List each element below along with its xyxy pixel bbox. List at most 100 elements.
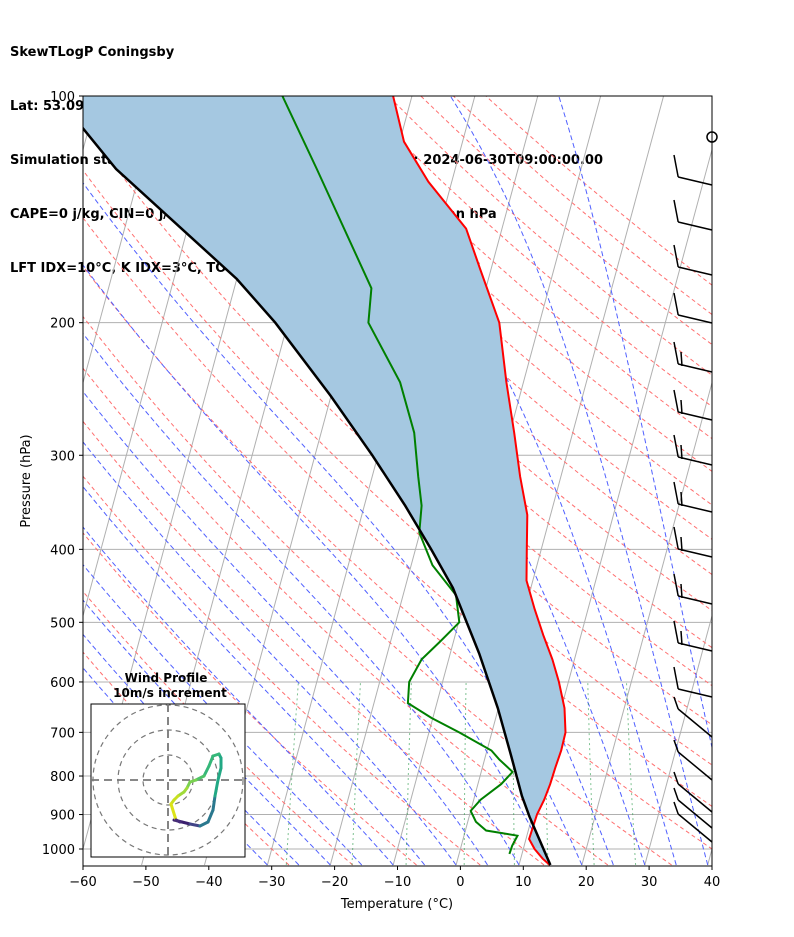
barb-staff: [678, 266, 713, 276]
x-tick-label: −20: [321, 875, 348, 890]
barb-flag: [673, 771, 679, 785]
x-tick-label: −60: [69, 875, 96, 890]
barb-flag-short: [680, 583, 683, 599]
chart-title: SkewTLogP Coningsby: [10, 45, 175, 60]
barb-flag: [673, 801, 679, 815]
barb-flag-short: [680, 630, 683, 646]
x-tick-label: 30: [641, 875, 658, 890]
barb-flag: [673, 666, 679, 690]
isotherm-gridline: [83, 96, 98, 152]
hodograph-segment: [206, 808, 215, 824]
y-tick-label: 100: [50, 90, 75, 105]
barb-flag: [673, 292, 679, 316]
y-tick-label: 900: [50, 809, 75, 824]
y-tick-label: 300: [50, 449, 75, 464]
wind-barb: [673, 341, 713, 373]
dry-adiabat: [290, 96, 712, 473]
wind-barb: [673, 696, 713, 738]
x-tick-label: −50: [132, 875, 159, 890]
wind-barb: [673, 244, 713, 276]
isotherm-gridline: [455, 96, 665, 866]
dry-adiabat: [83, 420, 545, 866]
barb-staff: [678, 176, 713, 186]
barb-flag: [673, 199, 679, 223]
inset-title: Wind Profile: [125, 671, 208, 685]
barb-staff: [677, 783, 713, 813]
wind-barb: [673, 389, 713, 421]
hodograph-segment: [216, 766, 223, 782]
barb-flag: [673, 244, 679, 268]
barb-staff: [678, 221, 713, 231]
barb-staff: [678, 411, 713, 421]
wind-barb: [706, 131, 718, 143]
barb-staff: [678, 456, 713, 466]
cin-shading: [83, 96, 566, 865]
barb-flag: [673, 739, 679, 753]
x-tick-label: 10: [515, 875, 532, 890]
moist-adiabat: [83, 441, 457, 866]
y-axis-label: Pressure (hPa): [19, 434, 34, 527]
barb-staff: [677, 799, 713, 829]
barb-flag: [673, 787, 679, 801]
moist-adiabat: [83, 390, 488, 866]
barb-staff: [678, 503, 713, 513]
dewpoint-line: [281, 96, 520, 855]
moist-adiabat: [83, 526, 394, 866]
barb-staff: [678, 595, 713, 605]
barb-flag: [673, 389, 679, 413]
wind-barb: [673, 292, 713, 324]
barb-staff: [677, 708, 713, 738]
moist-adiabat: [558, 96, 712, 750]
isotherm-gridline: [83, 96, 161, 385]
x-tick-label: 20: [578, 875, 595, 890]
barb-flag: [673, 154, 679, 178]
temperature-line: [392, 96, 567, 866]
dry-adiabat: [83, 123, 712, 726]
isotherm-gridline: [581, 380, 712, 866]
isotherm-gridline: [644, 613, 712, 866]
dry-adiabat: [83, 265, 712, 850]
barb-flag-short: [680, 399, 683, 415]
barb-staff: [678, 314, 713, 324]
barb-flag-short: [680, 536, 683, 552]
barb-staff: [677, 751, 713, 781]
x-axis-label: Temperature (°C): [340, 897, 453, 912]
dry-adiabat: [83, 532, 417, 866]
moist-adiabat: [83, 563, 363, 866]
hodograph-segment: [207, 754, 215, 768]
y-tick-label: 200: [50, 317, 75, 332]
hodograph-segment: [211, 794, 217, 812]
wind-barb: [673, 199, 713, 231]
dry-adiabat: [83, 590, 354, 866]
mixing-ratio-line: [405, 681, 412, 865]
hodograph-segment: [174, 818, 182, 824]
wind-barb: [673, 434, 713, 466]
x-tick-label: 0: [456, 875, 464, 890]
moist-adiabat: [83, 332, 520, 866]
mixing-ratio-line: [463, 681, 467, 865]
y-tick-label: 400: [50, 543, 75, 558]
dry-adiabat: [83, 315, 672, 866]
barb-staff: [678, 642, 713, 652]
barb-flag-short: [680, 351, 683, 367]
x-tick-label: 40: [704, 875, 721, 890]
barb-flag-short: [680, 491, 683, 507]
wind-barb: [673, 739, 713, 781]
wind-barb: [673, 481, 713, 513]
parcel-line: [83, 126, 552, 866]
dry-adiabat: [83, 367, 609, 866]
barb-flag: [673, 696, 679, 710]
wind-barb: [673, 771, 713, 813]
moist-adiabat: [449, 96, 709, 866]
y-tick-label: 700: [50, 726, 75, 741]
wind-barb: [673, 787, 713, 829]
hodograph-segment: [213, 778, 220, 798]
isotherm-gridline: [707, 847, 712, 866]
dry-adiabat: [322, 96, 712, 440]
barb-flag: [673, 481, 679, 505]
barb-flag: [673, 341, 679, 365]
y-tick-label: 600: [50, 676, 75, 691]
wind-barb: [673, 154, 713, 186]
y-tick-label: 500: [50, 616, 75, 631]
